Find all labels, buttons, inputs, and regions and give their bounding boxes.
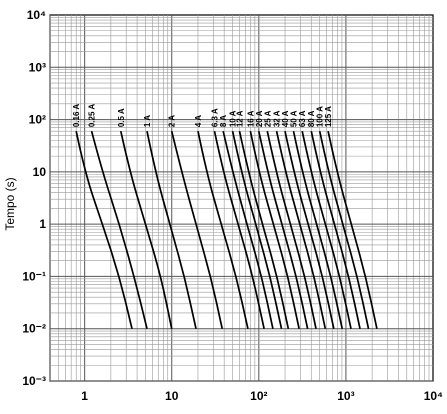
curve-label: 0.25 A: [88, 104, 97, 127]
curve-line: [197, 131, 249, 329]
x-tick-label: 10²: [250, 389, 267, 403]
curve-label: 0.16 A: [72, 104, 81, 127]
y-tick-label: 10³: [29, 60, 46, 74]
plot-frame: [49, 14, 434, 382]
curve-label: 80 A: [307, 110, 316, 127]
curve-label: 2 A: [168, 115, 177, 127]
curve-line: [75, 131, 133, 329]
curve-label: 6.3 A: [211, 108, 220, 127]
y-tick-label: 10⁻³: [22, 374, 46, 388]
curve-line: [146, 131, 197, 329]
curve-label: 32 A: [273, 110, 282, 127]
y-tick-label: 10: [33, 165, 47, 179]
curve-label: 0.5 A: [117, 108, 126, 127]
curve-label: 16 A: [246, 110, 255, 127]
curve-label: 40 A: [281, 110, 290, 127]
y-tick-label: 10⁴: [27, 8, 46, 22]
curve-line: [266, 131, 317, 329]
curve-label: 63 A: [298, 110, 307, 127]
curve-line: [249, 131, 300, 329]
curve-line: [327, 131, 378, 329]
y-tick-label: 10⁻¹: [22, 269, 46, 283]
curve-label: 125 A: [324, 106, 333, 127]
x-tick-label: 10⁴: [424, 389, 443, 403]
curve-line: [301, 131, 352, 329]
curve-line: [222, 131, 274, 329]
y-tick-label: 10⁻²: [22, 322, 46, 336]
curve-label: 12 A: [236, 110, 245, 127]
curve-line: [119, 131, 173, 329]
curve-line: [90, 130, 148, 329]
curves: [75, 130, 378, 329]
curve-label: 100 A: [316, 106, 325, 127]
curve-line: [318, 131, 370, 329]
curve-line: [231, 131, 283, 329]
curve-line: [238, 131, 290, 329]
curve-label: 50 A: [289, 110, 298, 127]
curve-line: [257, 131, 309, 329]
curve-label: 20 A: [255, 110, 264, 127]
y-tick-label: 10²: [29, 113, 46, 127]
curve-line: [284, 131, 335, 329]
curve-line: [275, 131, 327, 329]
curve-label: 10 A: [229, 110, 238, 127]
curve-line: [170, 130, 224, 329]
curve-label: 8 A: [219, 115, 228, 127]
grid: [49, 14, 434, 382]
curve-label: 4 A: [194, 115, 203, 127]
curve-line: [310, 131, 361, 329]
curve-line: [292, 131, 344, 329]
tick-labels: 1 10 10² 10³ 10⁴ 10⁴ 10³ 10² 10 1 10⁻¹ 10⁻² 10⁻³: [22, 8, 443, 403]
curve-line: [213, 131, 265, 329]
curve-label: 1 A: [143, 115, 152, 127]
curve-label: 25 A: [263, 110, 272, 127]
x-tick-label: 1: [81, 389, 88, 403]
x-tick-label: 10³: [337, 389, 354, 403]
y-tick-label: 1: [39, 217, 46, 231]
y-axis-label: Tempo (s): [3, 177, 17, 230]
x-tick-label: 10: [165, 389, 179, 403]
